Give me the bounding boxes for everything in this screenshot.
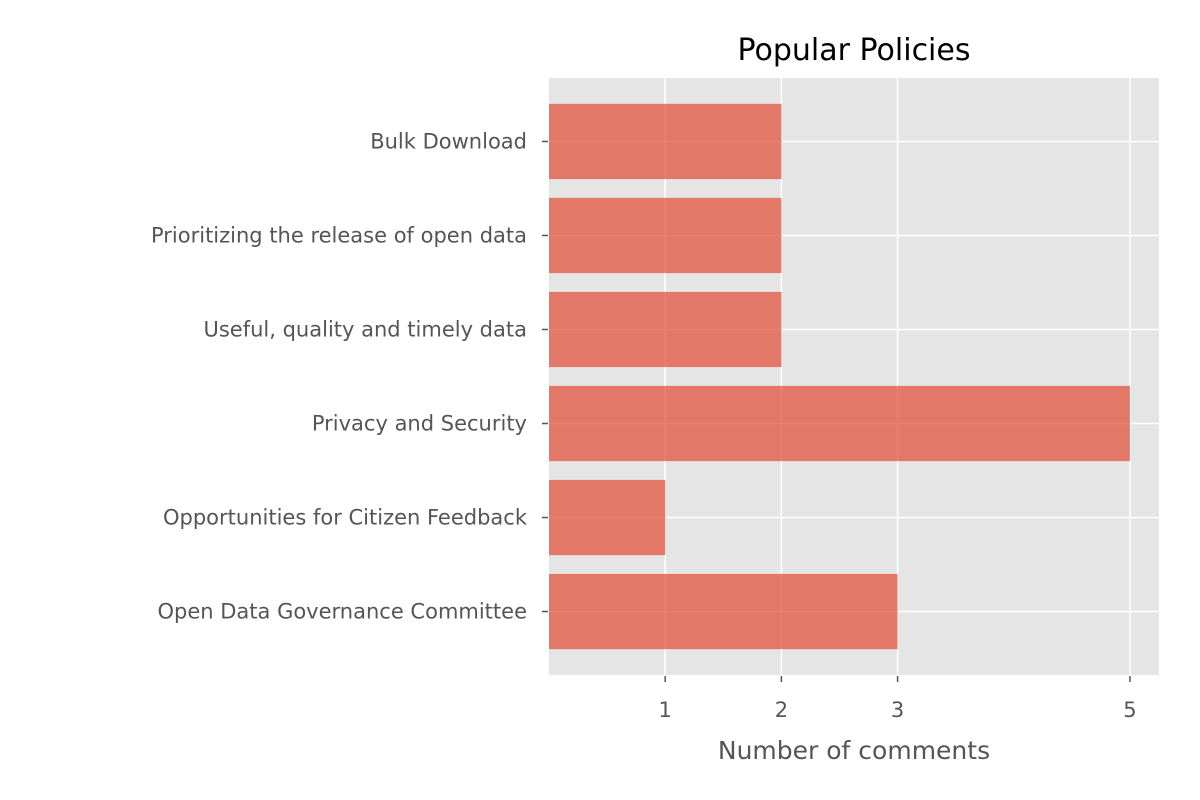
x-axis: 1 2 3 5 [659,676,1137,722]
chart-title: Popular Policies [738,33,971,68]
bar [549,103,782,180]
bar [549,573,898,650]
x-tick-label: 5 [1123,698,1136,722]
x-tick-label: 2 [775,698,788,722]
y-tick-label: Bulk Download [370,129,527,153]
bars [549,103,1130,650]
y-tick-label: Privacy and Security [312,412,527,436]
x-axis-label: Number of comments [718,736,990,765]
bar [549,291,782,368]
y-tick-label: Open Data Governance Committee [157,600,527,624]
y-axis: Bulk Download Prioritizing the release of… [151,129,548,624]
x-tick-label: 3 [891,698,904,722]
y-tick-label: Opportunities for Citizen Feedback [163,506,528,530]
y-tick-label: Prioritizing the release of open data [151,223,527,247]
x-tick-label: 1 [659,698,672,722]
y-tick-label: Useful, quality and timely data [203,317,527,341]
bar [549,385,1130,462]
bar [549,197,782,274]
bar [549,479,666,556]
